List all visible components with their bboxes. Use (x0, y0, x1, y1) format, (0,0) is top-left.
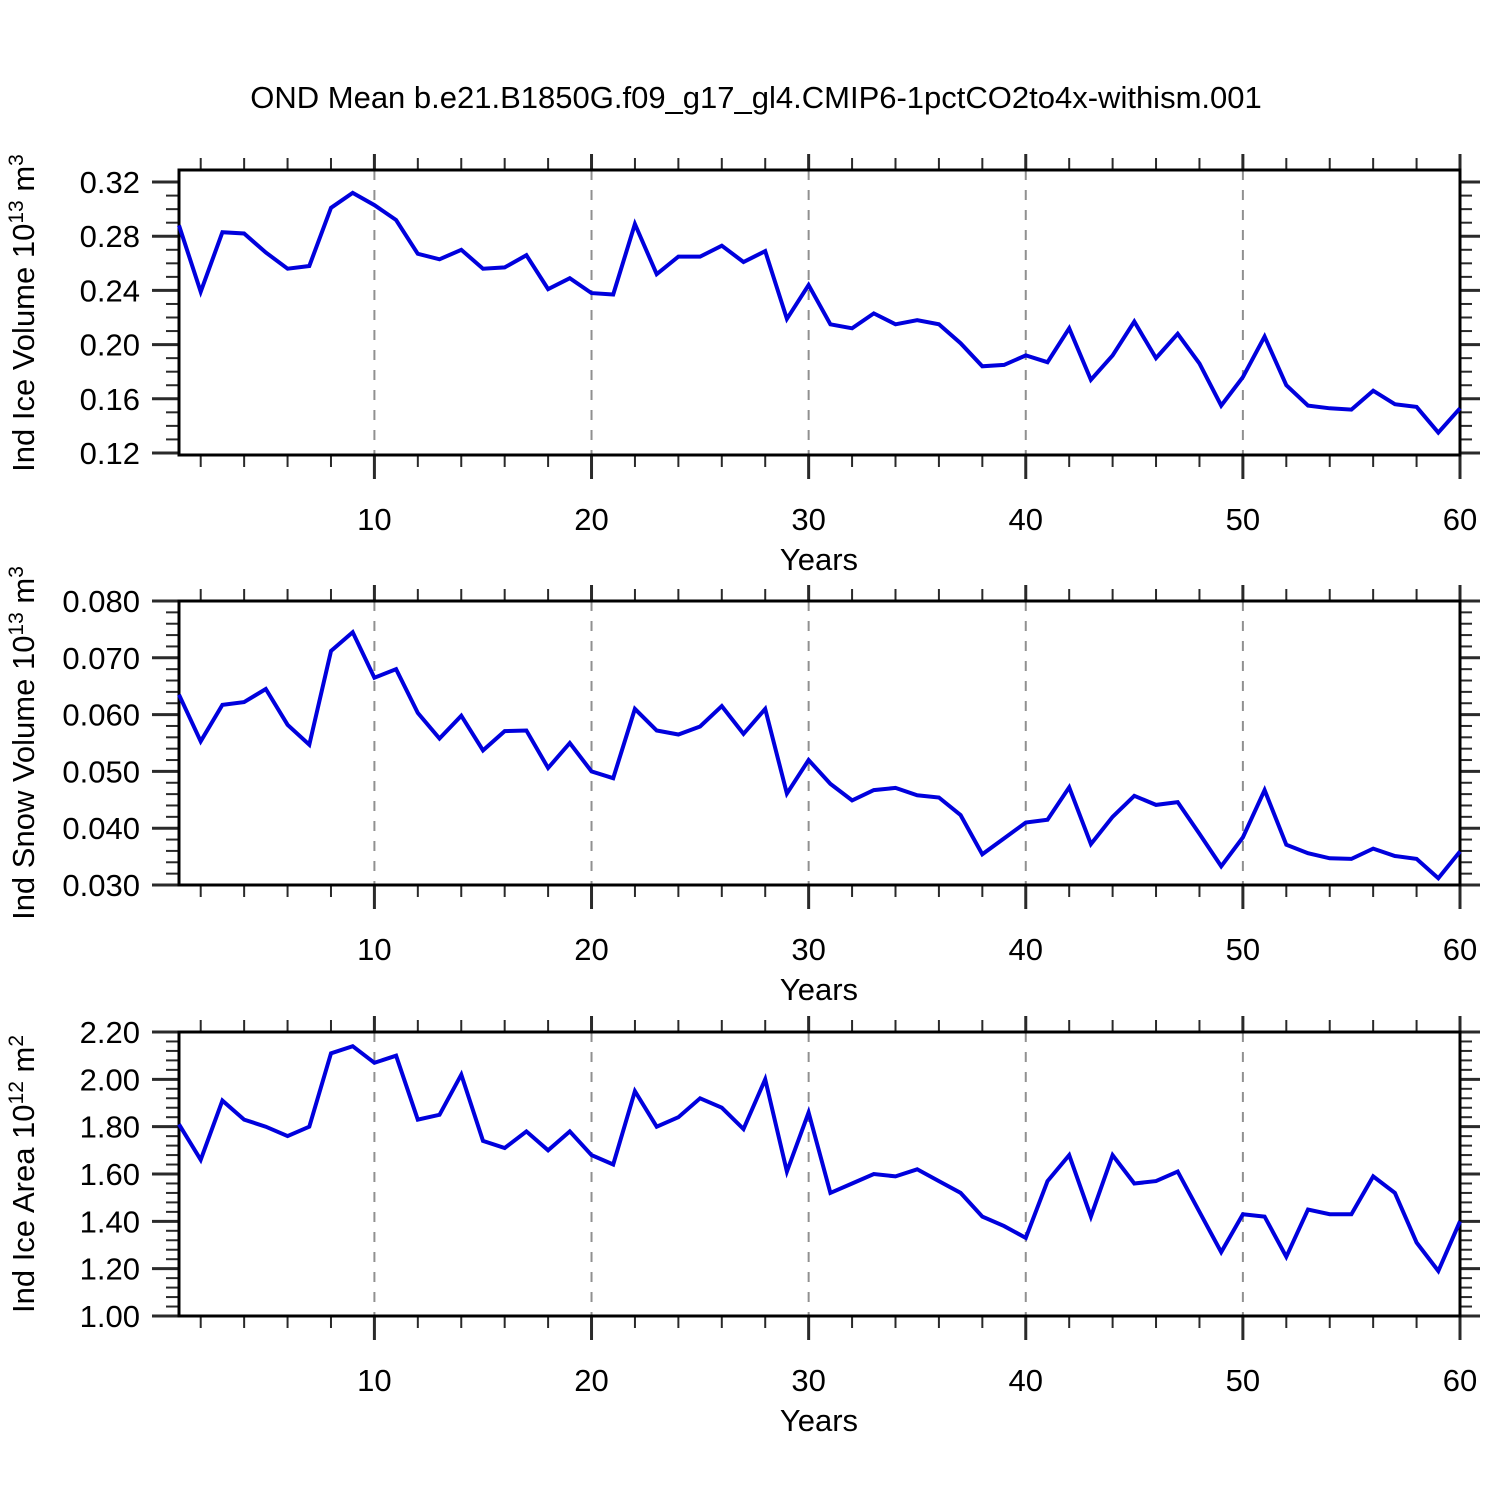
y-tick-label: 0.24 (80, 273, 140, 308)
y-tick-label: 0.16 (80, 382, 140, 417)
panel-ind-snow-volume: 10 20 30 40 50 600.0300.0400.0500.0600.0700.0… (5, 566, 1480, 1007)
x-tick-label: 30 (791, 1363, 825, 1398)
tick-marks (152, 585, 1480, 909)
y-axis-title-ice-volume: Ind Ice Volume 1013 m3 (5, 154, 41, 472)
x-axis-title-panel1: Years (780, 542, 858, 577)
x-axis-title-panel3: Years (780, 1403, 858, 1438)
y-tick-label: 0.32 (80, 165, 140, 200)
x-tick-label: 40 (1009, 502, 1043, 537)
x-tick-label: 10 (357, 502, 391, 537)
x-tick-label: 60 (1443, 502, 1477, 537)
y-axis-title-snow-volume: Ind Snow Volume 1013 m3 (5, 566, 41, 920)
series-line-ind-ice-volume (177, 190, 1462, 436)
panel-ind-ice-area-plot: 10 20 30 40 50 60 1.00 1.20 1.40 1.60 1.80 2.00 2.20 (80, 1015, 1480, 1398)
series-line-ind-ice-area (177, 1043, 1462, 1275)
plot-frame (177, 599, 1462, 887)
y-tick-label: 1.80 (80, 1110, 140, 1145)
y-tick-label: 0.060 (62, 698, 140, 733)
y-tick-labels: 0.030 0.040 0.050 0.060 0.070 0.080 (62, 584, 140, 903)
x-tick-label: 60 (1443, 932, 1477, 967)
y-tick-label: 0.20 (80, 328, 140, 363)
tick-marks (152, 154, 1480, 479)
x-tick-labels: 10 20 30 40 50 60 (357, 1363, 1477, 1398)
y-tick-label: 2.20 (80, 1015, 140, 1050)
panel-ind-ice-area: 10 20 30 40 50 60 1.00 1.20 1.40 1.60 1.80 2.00 2.20… (5, 1015, 1480, 1438)
x-tick-label: 30 (791, 932, 825, 967)
x-tick-labels: 10 20 30 40 50 60 (357, 932, 1477, 967)
plot-frame (177, 1030, 1462, 1318)
x-tick-label: 20 (574, 932, 608, 967)
y-tick-label: 1.00 (80, 1299, 140, 1334)
y-tick-label: 0.050 (62, 754, 140, 789)
x-tick-label: 50 (1226, 1363, 1260, 1398)
x-axis-title-panel2: Years (780, 972, 858, 1007)
y-axis-title-ice-area: Ind Ice Area 1012 m2 (5, 1035, 41, 1313)
x-tick-label: 50 (1226, 502, 1260, 537)
y-tick-labels: 1.00 1.20 1.40 1.60 1.80 2.00 2.20 (80, 1015, 140, 1334)
x-tick-label: 40 (1009, 1363, 1043, 1398)
plot-frame (177, 168, 1462, 457)
y-tick-labels: 0.12 0.16 0.20 0.24 0.28 0.32 (80, 165, 140, 471)
panel-ind-ice-volume-plot: 10 20 30 40 50 60 0.12 0.16 0.20 0.24 0.28 0.32 (80, 154, 1480, 537)
x-tick-label: 10 (357, 1363, 391, 1398)
y-tick-label: 0.030 (62, 868, 140, 903)
y-tick-label: 0.040 (62, 811, 140, 846)
gridlines (373, 1032, 1244, 1316)
y-tick-label: 1.20 (80, 1252, 140, 1287)
y-tick-label: 1.60 (80, 1157, 140, 1192)
y-tick-label: 0.28 (80, 219, 140, 254)
y-tick-label: 0.070 (62, 641, 140, 676)
y-tick-label: 2.00 (80, 1062, 140, 1097)
x-tick-label: 40 (1009, 932, 1043, 967)
y-tick-label: 0.12 (80, 436, 140, 471)
gridlines (373, 601, 1244, 885)
x-tick-label: 20 (574, 502, 608, 537)
x-tick-label: 50 (1226, 932, 1260, 967)
panel-ind-ice-volume: 10 20 30 40 50 60 0.12 0.16 0.20 0.24 0.28 0.32 Ind… (5, 154, 1480, 577)
x-tick-label: 60 (1443, 1363, 1477, 1398)
x-tick-labels: 10 20 30 40 50 60 (357, 502, 1477, 537)
x-tick-label: 10 (357, 932, 391, 967)
panel-ind-snow-volume-plot: 10 20 30 40 50 600.0300.0400.0500.0600.0700.0… (62, 584, 1480, 967)
series-line-ind-snow-volume (177, 628, 1462, 882)
x-tick-label: 20 (574, 1363, 608, 1398)
x-tick-label: 30 (791, 502, 825, 537)
tick-marks (152, 1016, 1480, 1340)
y-tick-label: 0.080 (62, 584, 140, 619)
y-tick-label: 1.40 (80, 1204, 140, 1239)
figure-title: OND Mean b.e21.B1850G.f09_g17_gl4.CMIP6-… (250, 80, 1261, 115)
gridlines (373, 170, 1244, 455)
